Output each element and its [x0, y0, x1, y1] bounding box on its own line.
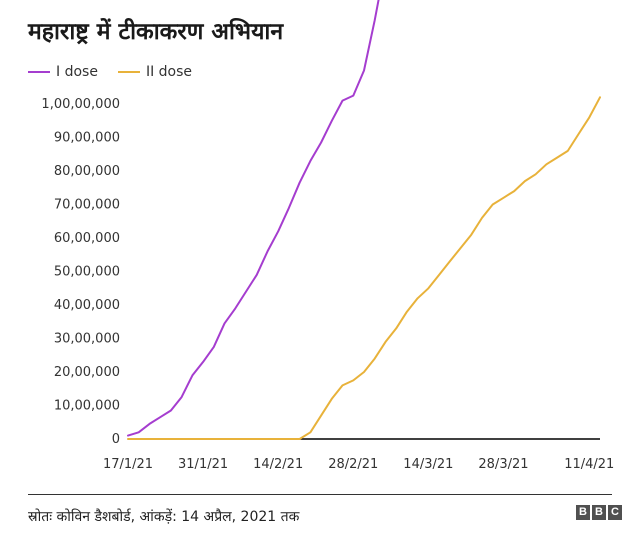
legend-item-second-dose: II dose: [117, 64, 193, 80]
x-tick-label: 11/4/21: [564, 457, 614, 472]
x-tick-label: 31/1/21: [178, 457, 228, 472]
x-tick-label: 14/2/21: [253, 457, 303, 472]
y-tick-label: 0: [112, 432, 120, 447]
y-tick-label: 40,00,000: [54, 298, 120, 313]
y-tick-label: 10,00,000: [54, 399, 120, 414]
legend-label-second-dose: II dose: [145, 64, 193, 80]
bbc-logo: B B C: [574, 505, 622, 520]
chart-legend: I dose II dose: [28, 62, 212, 82]
y-tick-label: 20,00,000: [54, 365, 120, 380]
series-line-second-dose: [127, 96, 601, 440]
footer-divider: [28, 494, 612, 495]
logo-letter: C: [608, 505, 622, 520]
y-tick-label: 50,00,000: [54, 265, 120, 280]
x-tick-label: 28/2/21: [328, 457, 378, 472]
y-tick-label: 90,00,000: [54, 131, 120, 146]
line-chart: 0 10,00,000 20,00,000 30,00,000 40,00,000 50,…: [41, 0, 614, 472]
legend-swatch-second-dose: [117, 71, 140, 73]
y-axis: 0 10,00,000 20,00,000 30,00,000 40,00,000 50,…: [41, 97, 120, 447]
legend-item-first-dose: I dose: [28, 64, 98, 80]
y-tick-label: 70,00,000: [54, 198, 120, 213]
logo-letter: B: [576, 505, 590, 520]
source-note: स्रोतः कोविन डैशबोर्ड, आंकड़ें: 14 अप्रै…: [28, 509, 300, 525]
legend-label-first-dose: I dose: [56, 64, 98, 80]
chart-title: महाराष्ट्र में टीकाकरण अभियान: [28, 19, 284, 45]
logo-letter: B: [592, 505, 606, 520]
y-tick-label: 60,00,000: [54, 231, 120, 246]
legend-swatch-first-dose: [28, 71, 50, 73]
series-line-first-dose: [127, 0, 380, 437]
y-tick-label: 80,00,000: [54, 164, 120, 179]
x-axis: 17/1/21 31/1/21 14/2/21 28/2/21 14/3/21 28/3/…: [103, 438, 614, 472]
series-lines: [127, 0, 601, 440]
y-tick-label: 1,00,00,000: [41, 97, 120, 112]
x-tick-label: 14/3/21: [403, 457, 453, 472]
x-tick-label: 17/1/21: [103, 457, 153, 472]
x-tick-label: 28/3/21: [478, 457, 528, 472]
y-tick-label: 30,00,000: [54, 332, 120, 347]
